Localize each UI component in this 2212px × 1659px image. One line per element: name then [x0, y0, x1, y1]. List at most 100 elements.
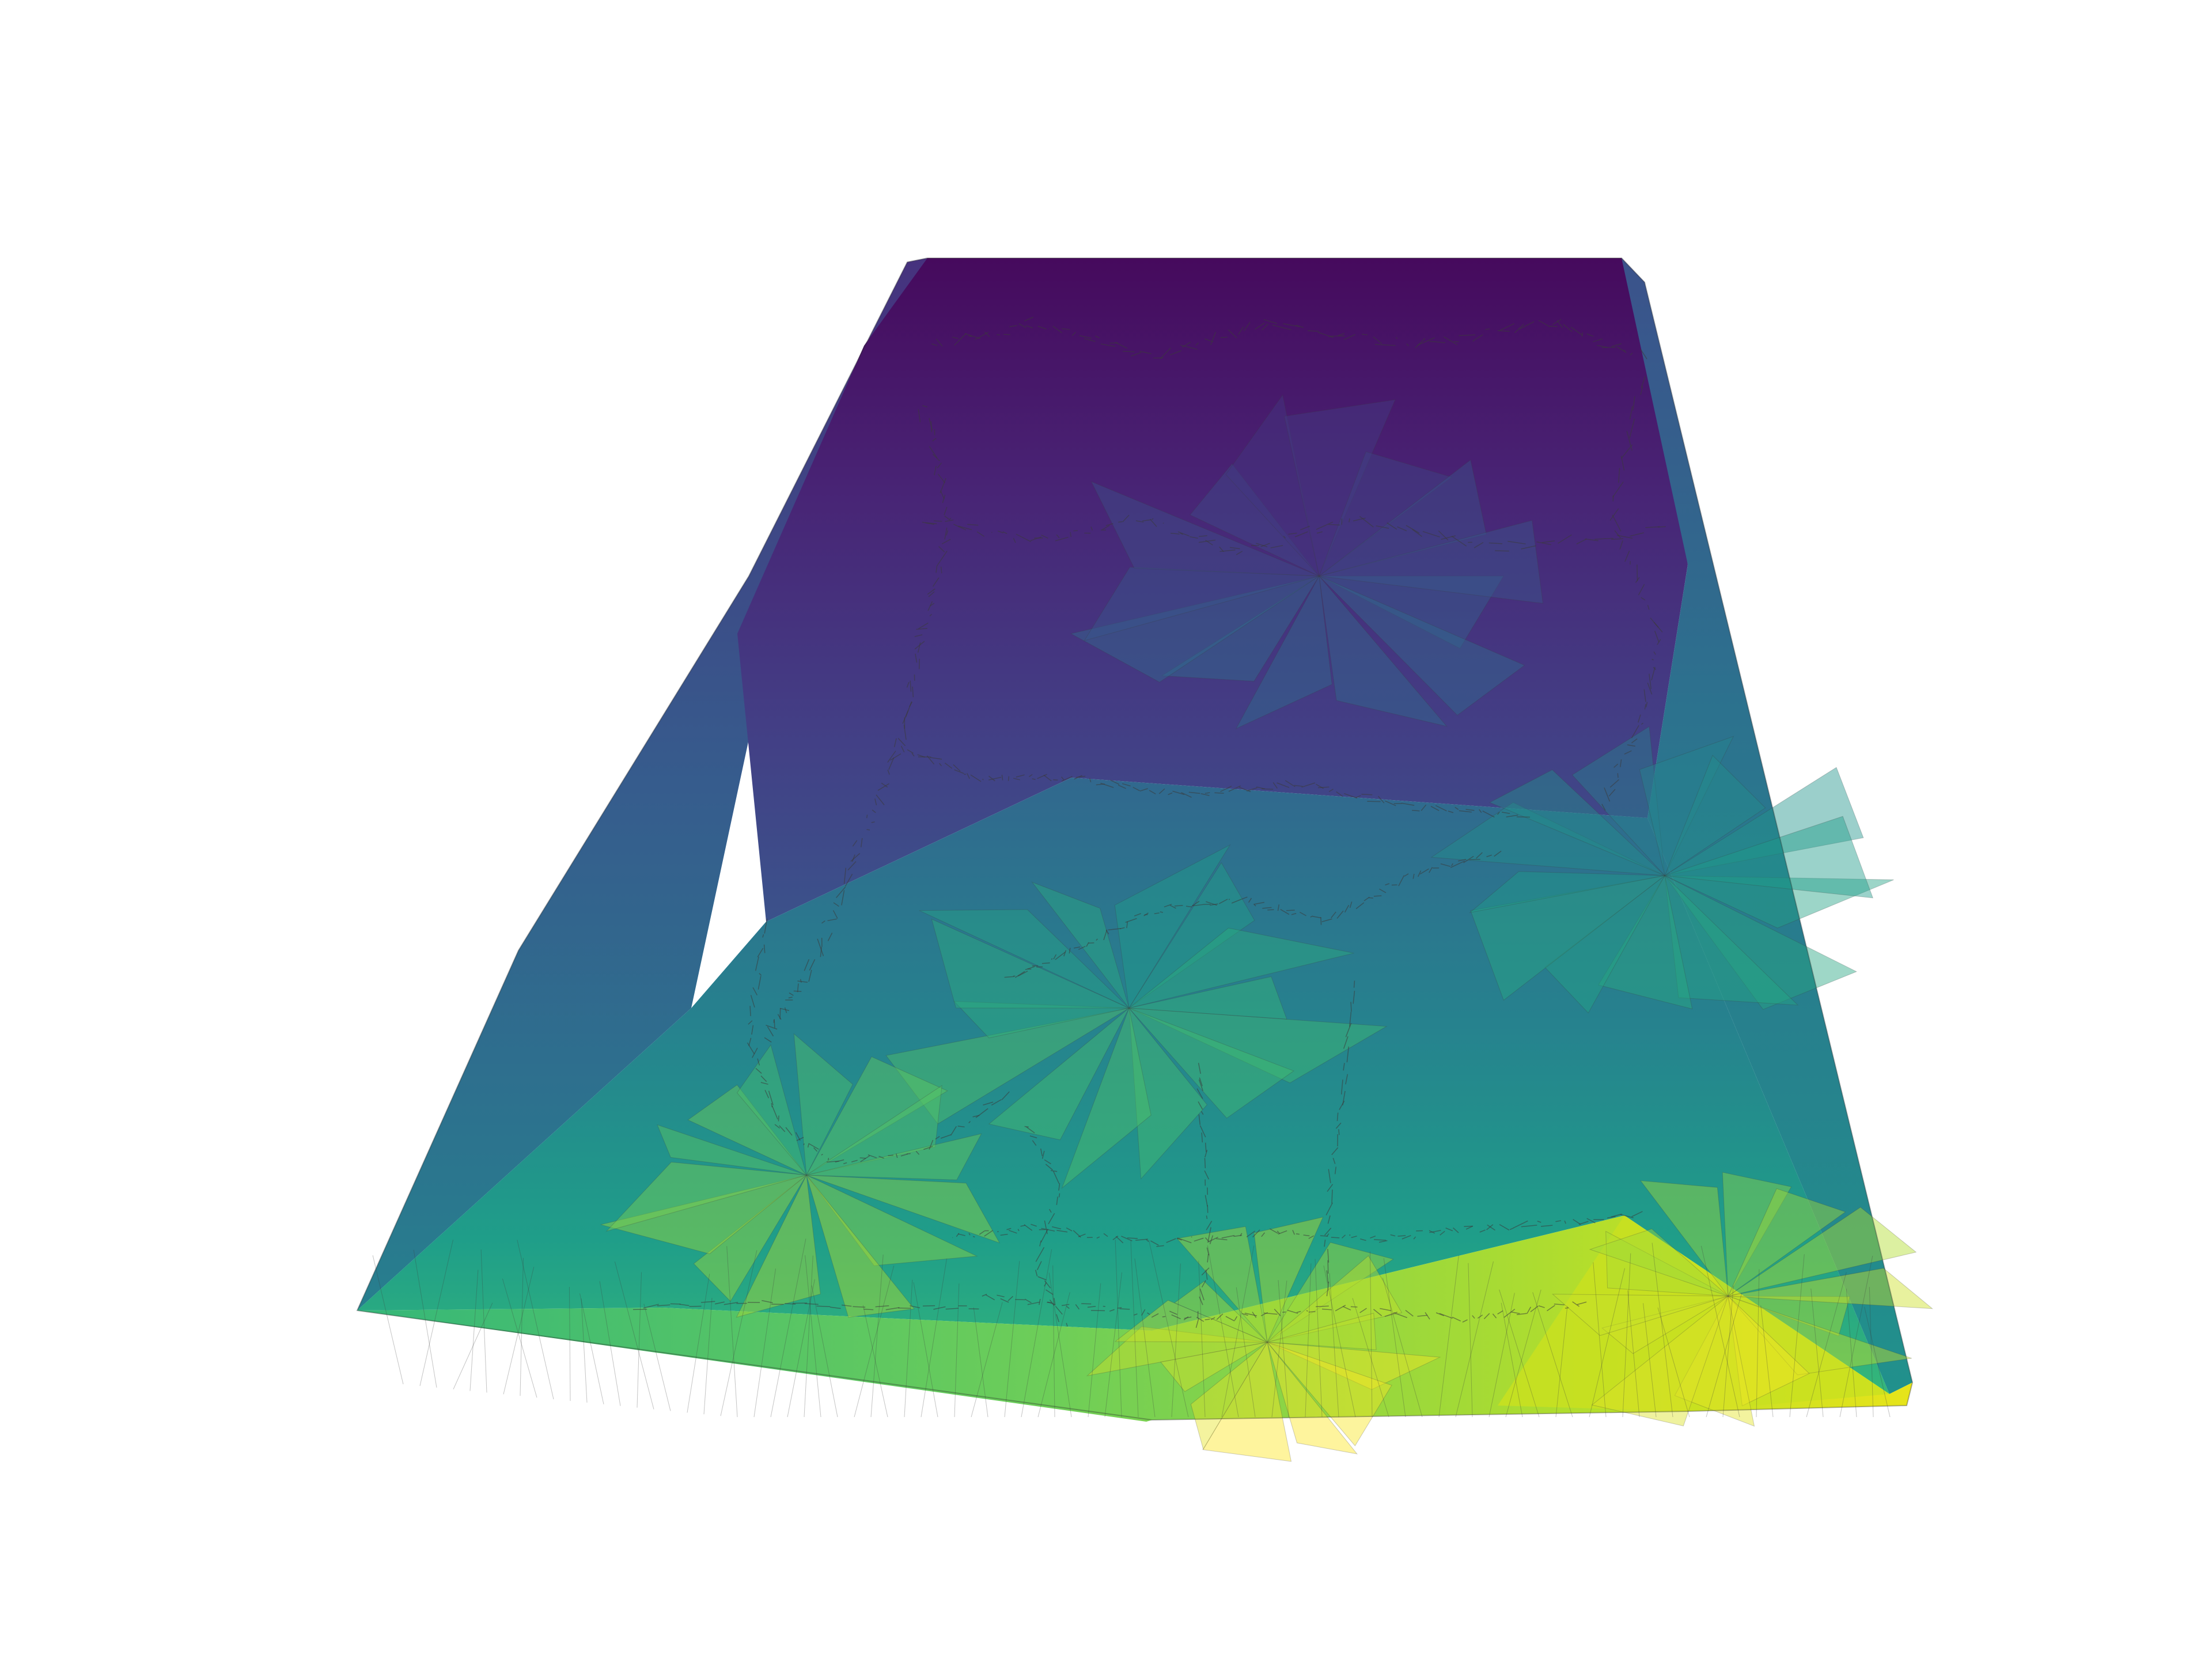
- mesh-edge: [1044, 1280, 1051, 1289]
- mesh-edge: [896, 1153, 898, 1158]
- mesh-edge: [1055, 536, 1069, 541]
- mesh-edge: [1058, 1183, 1060, 1191]
- mesh-facet: [693, 1175, 807, 1302]
- mesh-edge: [1654, 630, 1660, 643]
- mesh-edge: [1216, 1238, 1228, 1241]
- mesh-edge: [1616, 535, 1633, 539]
- mesh-facet: [1267, 1342, 1358, 1455]
- mesh-edge: [1624, 550, 1630, 562]
- mesh-edge: [1651, 666, 1656, 681]
- mesh-edge: [1056, 1230, 1068, 1233]
- mesh-edge: [1413, 1236, 1416, 1240]
- mesh-edge: [1024, 1224, 1033, 1231]
- mesh-edge: [1262, 907, 1272, 909]
- mesh-edge: [847, 861, 857, 871]
- mesh-facet: [1084, 567, 1320, 641]
- mesh-edge: [757, 948, 764, 957]
- mesh-edge: [923, 1146, 933, 1150]
- mesh-edge: [1353, 517, 1366, 522]
- mesh-edge: [1205, 1270, 1208, 1280]
- mesh-facet: [919, 909, 1130, 1009]
- mesh-edge: [1244, 321, 1251, 331]
- mesh-facet: [1128, 862, 1255, 1009]
- mesh-edge: [779, 1007, 790, 1012]
- mesh-edge: [940, 1134, 952, 1139]
- mesh-edge: [1722, 1285, 1734, 1418]
- mesh-edge: [1401, 802, 1415, 806]
- mesh-edge: [768, 1090, 774, 1105]
- mesh-edge: [1345, 1074, 1349, 1085]
- mesh-edge: [1627, 744, 1635, 747]
- mesh-edge: [871, 821, 875, 823]
- mesh-edge: [689, 1305, 702, 1307]
- mesh-edge: [1103, 1233, 1108, 1237]
- mesh-edge: [912, 686, 914, 698]
- mesh-edge: [1096, 1236, 1100, 1239]
- mesh-facet: [1605, 1230, 1729, 1297]
- mesh-edge: [1125, 918, 1137, 923]
- mesh-edge: [976, 531, 985, 537]
- mesh-edge: [751, 1025, 754, 1035]
- mesh-edge: [779, 1125, 786, 1132]
- mesh-edge: [1252, 1229, 1260, 1238]
- mesh-edge: [1025, 325, 1033, 329]
- mesh-edge: [1335, 1305, 1346, 1312]
- mesh-edge: [940, 490, 945, 499]
- mesh-edge: [937, 474, 945, 483]
- mesh-edge: [1327, 1184, 1334, 1192]
- mesh-edge: [1585, 538, 1599, 541]
- mesh-edge: [1505, 1289, 1541, 1418]
- mesh-edge: [1061, 1304, 1070, 1306]
- mesh-edge: [724, 1302, 738, 1305]
- mesh-edge: [1623, 349, 1626, 352]
- mesh-edge: [1577, 1301, 1587, 1305]
- mesh-edge: [1234, 1316, 1238, 1321]
- mesh-edge: [453, 1302, 493, 1389]
- mesh-edge: [1112, 1236, 1119, 1240]
- mesh-facet: [1128, 927, 1354, 1009]
- mesh-edge: [1458, 858, 1467, 862]
- mesh-edge: [922, 405, 928, 408]
- mesh-edge: [970, 774, 982, 782]
- mesh-edge: [958, 1233, 965, 1236]
- mesh-facet: [1597, 874, 1693, 1010]
- mesh-edge: [1041, 1228, 1055, 1232]
- mesh-edge: [1360, 1238, 1366, 1241]
- mesh-edge: [1412, 809, 1420, 812]
- mesh-facet: [1589, 1228, 1729, 1297]
- mesh-edge: [1052, 325, 1063, 334]
- mesh-edge: [1053, 779, 1058, 781]
- mesh-edge: [939, 763, 942, 767]
- mesh-edge: [1052, 1265, 1055, 1418]
- mesh-edge: [900, 1153, 908, 1157]
- mesh-edge: [954, 333, 967, 346]
- mesh-edge: [1622, 1253, 1631, 1418]
- mesh-edge: [1201, 1267, 1210, 1276]
- mesh-edge: [1041, 1150, 1045, 1159]
- mesh-edge: [1438, 530, 1449, 541]
- mesh-edge: [933, 1306, 946, 1310]
- surface-front-face: [357, 778, 1889, 1394]
- mesh-edge: [1349, 518, 1350, 522]
- mesh-edge: [1079, 335, 1092, 339]
- mesh-edge: [1061, 776, 1073, 782]
- mesh-edge: [1336, 791, 1343, 797]
- mesh-edge: [1149, 790, 1156, 795]
- mesh-edge: [913, 1282, 938, 1418]
- mesh-edge: [1378, 796, 1385, 804]
- mesh-edge: [1326, 1281, 1330, 1297]
- mesh-edge: [766, 1024, 778, 1030]
- mesh-edge: [1343, 1036, 1349, 1049]
- mesh-edge: [1241, 896, 1248, 900]
- mesh-edge: [1508, 540, 1526, 545]
- mesh-edge: [935, 338, 943, 347]
- mesh-edge: [968, 335, 972, 337]
- mesh-facet: [1544, 875, 1665, 1014]
- mesh-edge: [968, 1121, 971, 1124]
- mesh-edge: [797, 980, 808, 983]
- mesh-edge: [755, 1067, 762, 1074]
- mesh-edge: [984, 1230, 993, 1237]
- mesh-edge: [1631, 725, 1639, 738]
- mesh-edge: [1385, 800, 1396, 806]
- mesh-edge: [1789, 1254, 1805, 1418]
